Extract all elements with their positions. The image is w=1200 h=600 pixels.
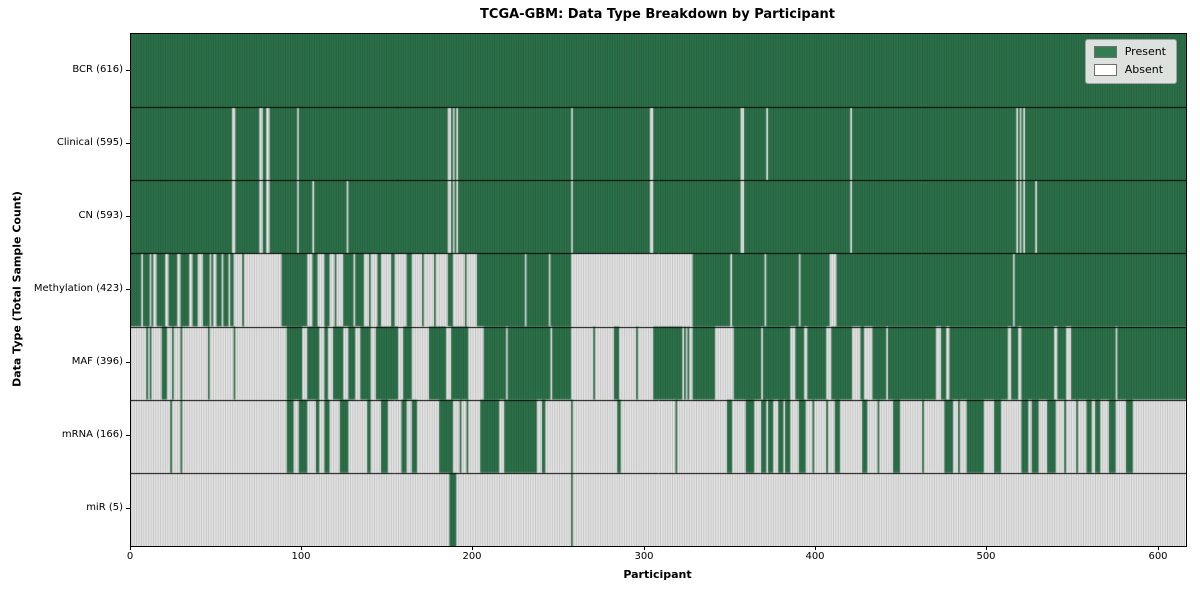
x-tick-mark — [472, 546, 473, 550]
x-axis-label: Participant — [623, 568, 692, 581]
y-tick-mark — [126, 143, 130, 144]
x-tick-mark — [815, 546, 816, 550]
x-tick-mark — [644, 546, 645, 550]
y-tick-label-mrna: mRNA (166) — [61, 429, 123, 440]
x-tick-mark — [986, 546, 987, 550]
y-tick-mark — [126, 289, 130, 290]
y-tick-label-mir: miR (5) — [86, 502, 123, 513]
x-tick-label-100: 100 — [291, 551, 311, 562]
legend-entry-present: Present — [1093, 45, 1166, 58]
y-tick-label-clinical: Clinical (595) — [56, 137, 123, 148]
plot-area: Present Absent — [130, 33, 1187, 547]
legend-label-absent: Absent — [1124, 63, 1164, 76]
legend-swatch-absent-icon — [1093, 64, 1117, 76]
x-tick-mark — [130, 546, 131, 550]
x-tick-label-300: 300 — [634, 551, 654, 562]
x-tick-label-500: 500 — [976, 551, 996, 562]
y-tick-mark — [126, 70, 130, 71]
legend: Present Absent — [1084, 39, 1177, 84]
x-tick-label-0: 0 — [126, 551, 134, 562]
y-tick-mark — [126, 362, 130, 363]
y-tick-label-cn: CN (593) — [78, 210, 123, 221]
y-tick-label-bcr: BCR (616) — [72, 64, 123, 75]
legend-label-present: Present — [1124, 45, 1166, 58]
x-tick-label-600: 600 — [1148, 551, 1168, 562]
y-tick-mark — [126, 216, 130, 217]
y-tick-label-maf: MAF (396) — [71, 356, 123, 367]
x-tick-mark — [1158, 546, 1159, 550]
legend-entry-absent: Absent — [1093, 63, 1166, 76]
x-tick-mark — [301, 546, 302, 550]
chart-title: TCGA-GBM: Data Type Breakdown by Partici… — [480, 7, 835, 22]
y-tick-mark — [126, 508, 130, 509]
x-tick-label-400: 400 — [805, 551, 825, 562]
heatmap-canvas — [131, 34, 1186, 546]
x-tick-label-200: 200 — [462, 551, 482, 562]
legend-swatch-present-icon — [1093, 46, 1117, 58]
y-tick-label-methylation: Methylation (423) — [33, 283, 123, 294]
y-tick-mark — [126, 435, 130, 436]
